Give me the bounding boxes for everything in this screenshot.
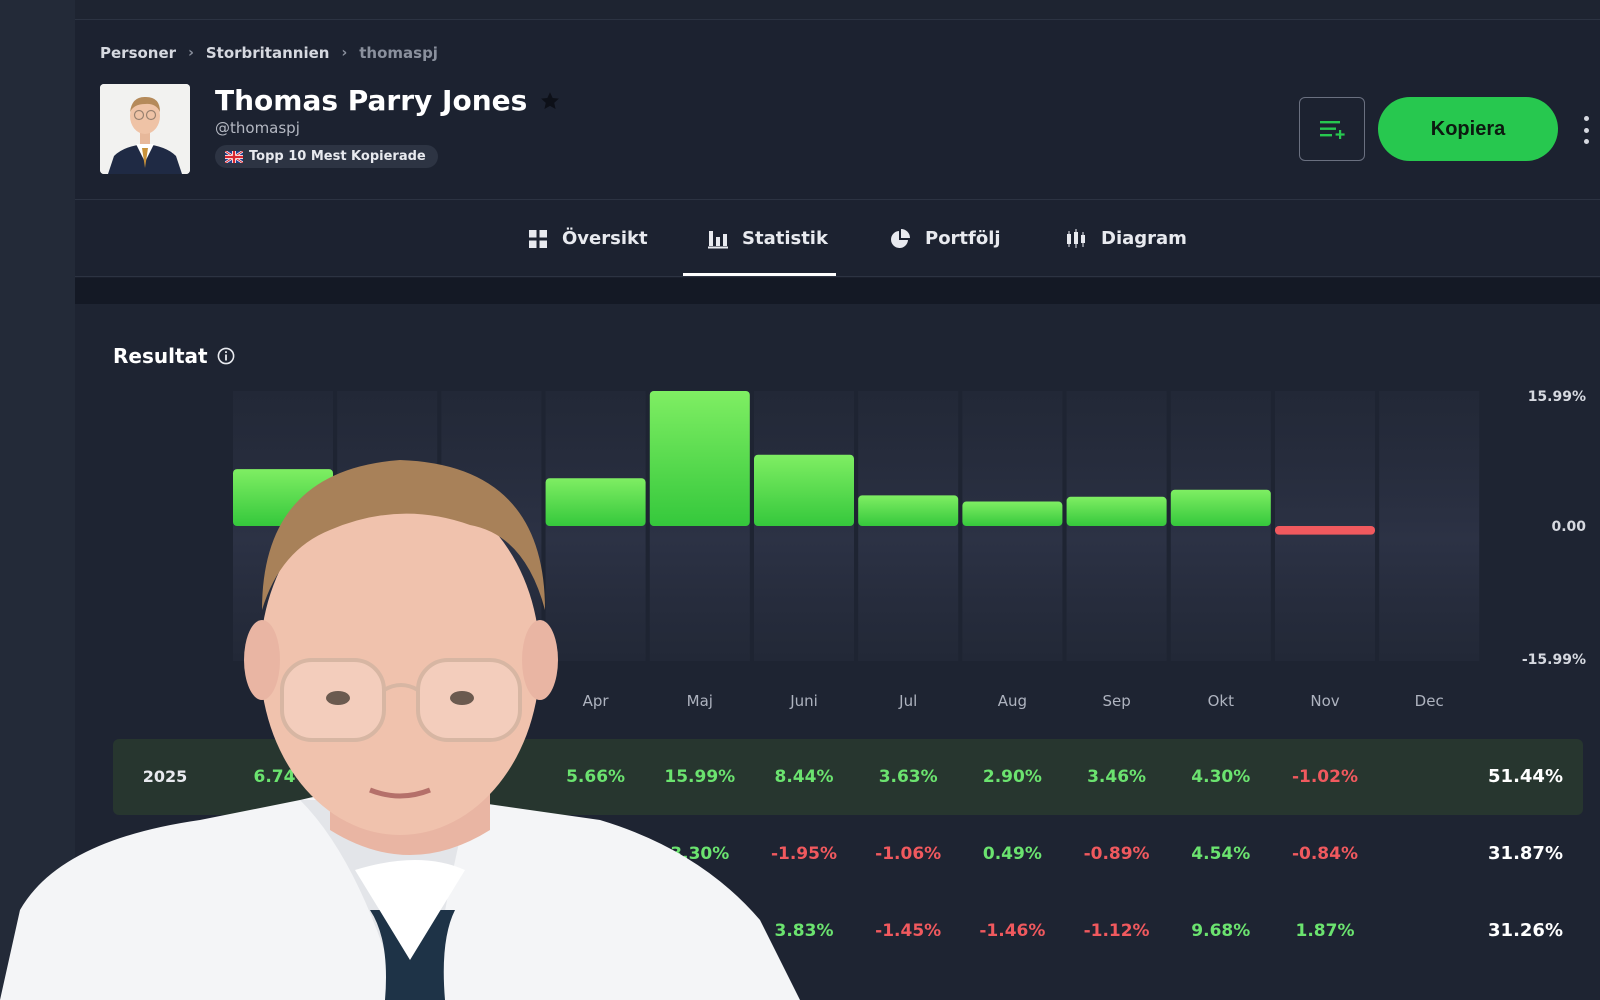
- y-tick-label: -15.99%: [1522, 652, 1586, 668]
- month-return-cell: 3.30%: [670, 844, 730, 864]
- table-row[interactable]: 2024 7.89% 3.30% -1.95% -1.06% 0.49% -0.89% 4.5…: [113, 816, 1583, 892]
- month-label: Jul: [898, 692, 917, 710]
- month-return-cell: -1.12%: [1083, 921, 1150, 941]
- profile-name: Thomas Parry Jones: [215, 84, 528, 117]
- y-tick-label: 15.99%: [1528, 389, 1586, 405]
- month-return-cell: 3.63%: [878, 767, 938, 787]
- chart-column-bg[interactable]: [1379, 391, 1480, 661]
- chart-bar-juni[interactable]: [754, 454, 854, 526]
- year-total-cell: 31.26%: [1488, 920, 1563, 941]
- bar-chart-icon: [708, 230, 728, 248]
- tab-diagram[interactable]: Diagram: [1065, 200, 1187, 277]
- profile-handle: @thomaspj: [215, 119, 300, 137]
- candlestick-icon: [1067, 228, 1085, 248]
- tab-oversikt[interactable]: Översikt: [528, 200, 648, 277]
- section-divider: [75, 278, 1600, 304]
- tab-label: Översikt: [562, 228, 648, 249]
- list-add-icon: [1320, 121, 1345, 139]
- month-return-cell: 2.90%: [982, 767, 1042, 787]
- star-icon[interactable]: [539, 90, 561, 112]
- month-label: Apr: [583, 692, 610, 710]
- month-return-cell: 1.87%: [1295, 921, 1355, 941]
- month-return-cell: 6.74%: [253, 767, 313, 787]
- breadcrumb-separator-icon: ›: [188, 45, 194, 61]
- month-label: Nov: [1310, 692, 1339, 710]
- year-label: [113, 893, 217, 969]
- month-return-cell: 8.26%: [670, 921, 730, 941]
- tab-label: Statistik: [742, 228, 828, 249]
- chart-bar-maj[interactable]: [649, 391, 750, 526]
- badge-label: Topp 10 Mest Kopierade: [249, 149, 426, 164]
- month-return-cell: -1.95%: [770, 844, 838, 864]
- month-label: Sep: [1102, 692, 1130, 710]
- breadcrumb-item-current: thomaspj: [359, 44, 438, 62]
- month-label: Dec: [1415, 692, 1444, 710]
- month-return-cell: 4.54%: [1191, 844, 1251, 864]
- month-label: Aug: [998, 692, 1027, 710]
- month-label: Maj: [687, 692, 713, 710]
- month-label: Juni: [789, 692, 818, 710]
- tab-label: Diagram: [1101, 228, 1187, 249]
- grid-icon: [529, 229, 547, 248]
- month-return-cell: -1.45%: [875, 921, 942, 941]
- breadcrumb: Personer › Storbritannien › thomaspj: [100, 44, 438, 62]
- chart-bar-nov[interactable]: [1275, 526, 1375, 535]
- copy-button[interactable]: Kopiera: [1378, 97, 1558, 161]
- month-return-cell: 7.89%: [566, 844, 626, 864]
- month-return-cell: 15.99%: [664, 767, 736, 787]
- year-label: 2025: [142, 767, 188, 786]
- pie-chart-icon: [891, 228, 910, 248]
- month-label: Okt: [1208, 692, 1234, 710]
- uk-flag-icon: [225, 150, 243, 163]
- breadcrumb-item-country[interactable]: Storbritannien: [205, 44, 330, 62]
- profile-header: Personer › Storbritannien › thomaspj Tho…: [75, 20, 1600, 200]
- more-options-icon[interactable]: [1578, 116, 1594, 144]
- year-label: 2024: [142, 844, 188, 863]
- chart-column-bg[interactable]: [441, 391, 542, 661]
- chart-bar-jul[interactable]: [858, 495, 959, 526]
- info-icon[interactable]: [217, 347, 235, 365]
- status-badge: Topp 10 Mest Kopierade: [215, 145, 438, 168]
- results-chart: 15.99% 0.00 -15.99% Apr Maj Juni Jul Aug Sep Okt…: [233, 389, 1586, 710]
- add-to-watchlist-button[interactable]: [1299, 97, 1365, 161]
- month-return-cell: -1.06%: [875, 844, 942, 864]
- chart-bar-apr[interactable]: [545, 478, 646, 526]
- month-return-cell: 9.68%: [1191, 921, 1251, 941]
- month-return-cell: 4.30%: [1191, 767, 1251, 787]
- chart-bar-jan[interactable]: [233, 469, 333, 526]
- month-return-cell: -1.46%: [979, 921, 1046, 941]
- y-tick-label: 0.00: [1551, 519, 1586, 535]
- breadcrumb-separator-icon: ›: [341, 45, 348, 61]
- breadcrumb-item-personer[interactable]: Personer: [100, 44, 177, 62]
- table-row[interactable]: 8.26% 3.83% -1.45% -1.46% -1.12% 9.68% 1.87% 31…: [113, 893, 1583, 969]
- month-return-cell: 5.66%: [566, 767, 626, 787]
- month-return-cell: -1.02%: [1291, 767, 1359, 787]
- tab-statistik[interactable]: Statistik: [708, 200, 828, 277]
- year-total-cell: 31.87%: [1488, 843, 1563, 864]
- year-total-cell: 51.44%: [1488, 766, 1563, 787]
- month-return-cell: 8.44%: [774, 767, 834, 787]
- month-return-cell: 3.83%: [774, 921, 834, 941]
- month-return-cell: -0.84%: [1291, 844, 1359, 864]
- chart-column-bg[interactable]: [337, 391, 438, 661]
- tab-bar: Översikt Statistik Portfölj Diagram: [75, 200, 1600, 277]
- table-row[interactable]: 2025 6.74% 5.66% 15.99% 8.44% 3.63% 2.90% 3.46%…: [113, 739, 1583, 815]
- tab-label: Portfölj: [925, 228, 1001, 249]
- top-bar: [75, 0, 1600, 20]
- month-return-cell: 0.49%: [982, 844, 1042, 864]
- chart-bar-okt[interactable]: [1170, 489, 1271, 526]
- chart-bar-sep[interactable]: [1066, 496, 1167, 526]
- active-tab-indicator: [683, 273, 836, 276]
- chart-bar-aug[interactable]: [962, 501, 1063, 526]
- month-return-cell: -0.89%: [1083, 844, 1150, 864]
- avatar: [100, 84, 190, 174]
- section-title: Resultat: [113, 344, 235, 368]
- profile-info: Thomas Parry Jones @thomaspj Topp 10 Mes…: [215, 84, 561, 168]
- tab-portfolj[interactable]: Portfölj: [889, 200, 1001, 277]
- month-return-cell: 3.46%: [1087, 767, 1147, 787]
- left-sidebar: [0, 0, 75, 1000]
- section-title-text: Resultat: [113, 344, 208, 368]
- statistics-panel: Resultat 15.99% 0.00 -15.99% Apr Maj Juni Jul…: [75, 304, 1600, 1000]
